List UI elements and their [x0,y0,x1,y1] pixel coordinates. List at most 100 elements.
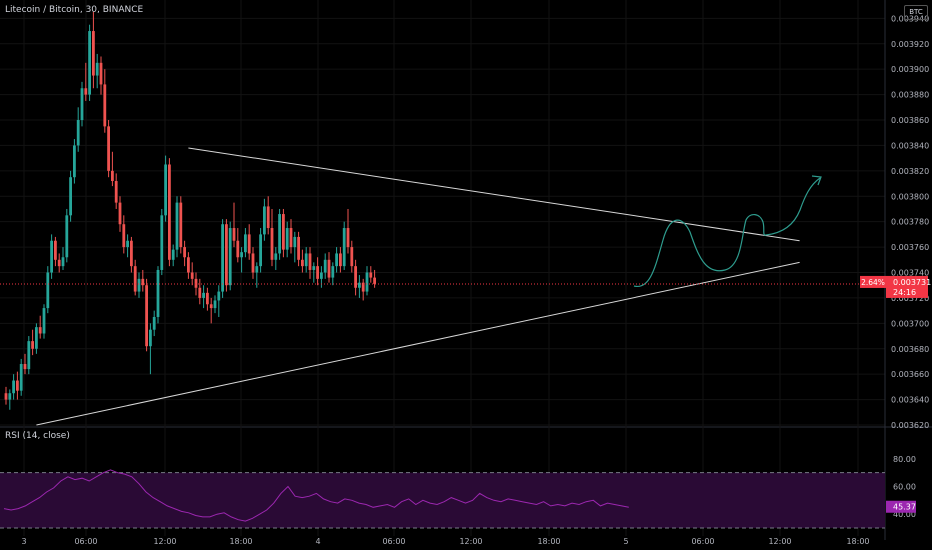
countdown-text: 24:16 [893,288,916,297]
candle [107,120,110,178]
forecast-drawing[interactable] [633,175,822,287]
candle [92,12,95,89]
candle [149,323,152,375]
rsi-band [0,472,885,529]
time-tick-label: 18:00 [229,537,252,546]
price-change-text: 2.64% [861,278,885,287]
price-tick-label: 0.003720 [891,294,929,303]
candle [118,196,122,232]
time-tick-label: 4 [315,537,320,546]
candle [217,285,221,317]
forecast-arrowhead[interactable] [811,175,822,186]
candle [202,285,205,309]
price-tick-label: 0.003680 [891,345,929,354]
candle [114,173,118,209]
currency-badge[interactable]: BTC [904,5,928,20]
candle [312,262,316,283]
axes: 0.003940 0.003920 0.003900 0.003880 0.003860… [21,14,929,546]
support-trendline[interactable] [36,261,800,426]
candle [168,158,171,267]
time-tick-label: 06:00 [691,537,714,546]
resistance-trendline[interactable] [188,147,800,242]
last-price-badge [886,275,928,298]
candle [12,374,15,400]
candle [175,196,179,258]
candle [76,107,80,152]
candle [225,219,228,292]
price-tick-label: 0.003940 [891,14,929,23]
candle [152,310,156,337]
candle [50,234,53,279]
time-tick-label: 5 [623,537,628,546]
rsi-tick-label: 40.00 [893,510,916,519]
time-tick-label: 12:00 [459,537,482,546]
candle [156,266,160,324]
candlesticks [4,12,376,410]
candle [297,231,300,267]
candle [221,219,224,298]
candle [285,221,289,258]
price-tick-label: 0.003760 [891,243,929,252]
candle [308,247,312,279]
candle [126,234,129,258]
candle [88,24,91,101]
candle [164,155,167,222]
candle [342,221,346,270]
trendlines[interactable] [36,147,800,426]
rsi-value-badge [886,500,916,513]
price-tick-label: 0.003660 [891,370,929,379]
candle [213,295,217,314]
last-price-text: 0.003731 [893,278,931,287]
candle [293,231,297,263]
rsi-title[interactable]: RSI (14, close) [5,431,70,441]
candle [255,262,259,288]
candle [350,240,354,273]
candle [331,262,335,286]
chart-title[interactable]: Litecoin / Bitcoin, 30, BINANCE [5,5,144,15]
candle [274,247,278,270]
candle [187,252,190,279]
candle [145,278,148,352]
candle [35,323,38,354]
candle [179,196,183,254]
candle [141,269,145,292]
price-tick-label: 0.003800 [891,192,929,201]
candle [373,269,376,288]
candle [259,228,262,273]
candle [354,259,357,296]
forecast-path[interactable] [633,177,821,287]
candle [23,353,27,375]
candle [365,266,369,296]
candle [263,198,266,241]
candle [304,247,308,273]
candle [236,228,240,263]
time-tick-label: 3 [21,537,26,546]
candle [339,247,342,273]
candle [42,304,46,339]
candle [69,170,72,222]
candle [209,297,213,324]
price-tick-label: 0.003620 [891,421,929,430]
time-tick-label: 18:00 [537,537,560,546]
candle [80,81,84,127]
candle [369,266,373,283]
price-tick-label: 0.003640 [891,396,929,405]
rsi-tick-label: 80.00 [893,455,916,464]
candle [335,247,338,273]
candle [327,252,331,283]
candle [320,266,323,288]
candle [61,247,65,270]
rsi-band-fill [0,472,885,528]
candle [19,358,23,396]
candle [160,208,164,276]
candle [84,62,88,101]
candle [183,240,186,267]
candle [346,208,350,254]
price-tick-label: 0.003920 [891,40,929,49]
rsi-series [3,469,629,522]
time-tick-label: 06:00 [74,537,97,546]
